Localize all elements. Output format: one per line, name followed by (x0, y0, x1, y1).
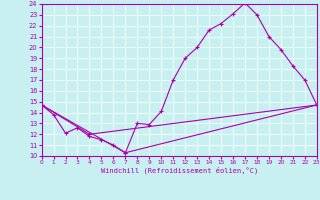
X-axis label: Windchill (Refroidissement éolien,°C): Windchill (Refroidissement éolien,°C) (100, 167, 258, 174)
